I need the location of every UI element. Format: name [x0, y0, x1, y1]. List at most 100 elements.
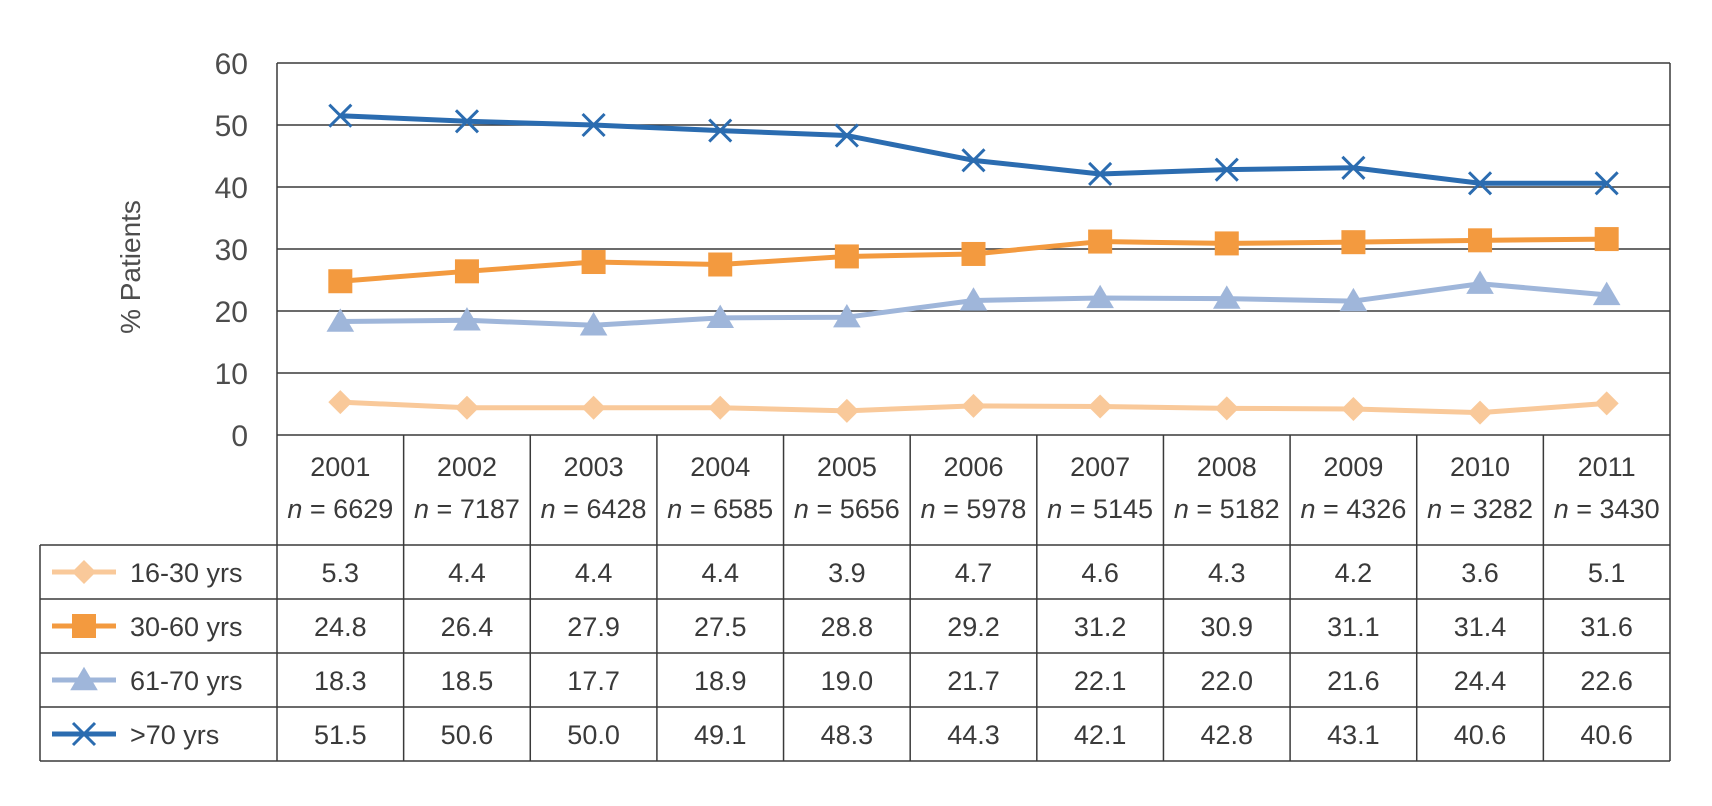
data-point: [834, 123, 859, 148]
data-label: 4.7: [955, 558, 993, 588]
series-line: [340, 113, 1607, 186]
data-point: [961, 241, 986, 266]
data-label: 31.4: [1454, 612, 1507, 642]
legend-entry: 61-70 yrs: [52, 666, 243, 696]
data-label: 22.6: [1580, 666, 1633, 696]
data-point: [454, 259, 479, 284]
category-n-label: n = 5656: [794, 494, 900, 524]
data-label: 4.6: [1081, 558, 1119, 588]
y-tick-label: 0: [231, 420, 248, 453]
legend-label: 30-60 yrs: [130, 612, 243, 642]
data-label: 40.6: [1580, 720, 1633, 750]
y-tick-label: 60: [215, 48, 248, 81]
data-label: 4.4: [701, 558, 739, 588]
data-point: [453, 307, 481, 331]
category-label: 2010: [1450, 452, 1510, 482]
data-point: [1592, 281, 1621, 306]
data-label: 5.1: [1588, 558, 1626, 588]
data-point: [1086, 284, 1114, 309]
data-label: 18.5: [441, 666, 494, 696]
data-label: 4.2: [1335, 558, 1373, 588]
data-label: 3.6: [1461, 558, 1499, 588]
data-point: [1088, 229, 1113, 254]
category-n-label: n = 7187: [414, 494, 520, 524]
data-point: [833, 304, 861, 328]
data-point: [581, 112, 606, 138]
data-label: 21.7: [947, 666, 1000, 696]
legend-entry: 16-30 yrs: [52, 558, 243, 588]
series-2: [326, 270, 1621, 336]
y-tick-label: 30: [215, 234, 248, 267]
category-label: 2001: [310, 452, 370, 482]
data-point: [579, 312, 608, 336]
data-point: [961, 148, 986, 173]
category-label: 2006: [943, 452, 1003, 482]
legend-label: 61-70 yrs: [130, 666, 243, 696]
legend-marker: [72, 560, 96, 584]
y-axis: 0 10 20 30 40 50 60: [215, 48, 248, 453]
data-label: 24.4: [1454, 666, 1507, 696]
y-tick-label: 10: [215, 358, 248, 391]
data-point: [1212, 285, 1241, 309]
data-label: 22.0: [1200, 666, 1253, 696]
data-point: [1088, 394, 1113, 419]
data-label: 4.4: [575, 558, 613, 588]
data-point: [328, 269, 353, 294]
data-point: [1594, 227, 1619, 252]
data-point: [1214, 231, 1239, 256]
data-point: [834, 398, 859, 423]
data-point: [328, 103, 353, 128]
data-point: [581, 250, 606, 275]
data-label: 51.5: [314, 720, 367, 750]
y-axis-label: % Patients: [115, 200, 146, 334]
y-tick-label: 40: [215, 172, 248, 205]
category-label: 2005: [817, 452, 877, 482]
legend-marker: [72, 614, 96, 638]
data-label: 22.1: [1074, 666, 1127, 696]
category-n-label: n = 5182: [1174, 494, 1280, 524]
data-point: [1594, 391, 1619, 416]
data-label: 44.3: [947, 720, 1000, 750]
data-label: 27.5: [694, 612, 747, 642]
data-point: [1339, 287, 1368, 312]
data-point: [706, 304, 735, 329]
data-label: 4.4: [448, 558, 486, 588]
series-3: [328, 103, 1619, 196]
data-label: 19.0: [821, 666, 874, 696]
category-n-label: n = 6428: [541, 494, 647, 524]
data-label: 42.1: [1074, 720, 1127, 750]
data-label: 31.2: [1074, 612, 1127, 642]
category-n-label: n = 3282: [1427, 494, 1533, 524]
category-n-label: n = 3430: [1554, 494, 1660, 524]
category-label: 2009: [1323, 452, 1383, 482]
data-label: 18.9: [694, 666, 747, 696]
data-point: [581, 395, 606, 420]
data-point: [1466, 270, 1494, 294]
data-label: 50.6: [441, 720, 494, 750]
data-label: 30.9: [1200, 612, 1253, 642]
data-label: 18.3: [314, 666, 367, 696]
data-point: [961, 393, 986, 418]
data-label: 28.8: [821, 612, 874, 642]
category-label: 2002: [437, 452, 497, 482]
legend-marker: [70, 666, 98, 691]
data-point: [959, 287, 988, 311]
data-point: [1468, 400, 1493, 425]
category-n-label: n = 6629: [287, 494, 393, 524]
data-point: [708, 252, 733, 277]
series-1: [328, 227, 1619, 294]
data-label: 26.4: [441, 612, 494, 642]
data-label: 48.3: [821, 720, 874, 750]
category-n-label: n = 5145: [1047, 494, 1153, 524]
y-tick-label: 50: [215, 110, 248, 143]
category-label: 2007: [1070, 452, 1130, 482]
category-label: 2004: [690, 452, 750, 482]
legend-marker: [71, 721, 97, 747]
legend-label: >70 yrs: [130, 720, 219, 750]
legend-entry: >70 yrs: [52, 720, 219, 750]
data-point: [454, 395, 479, 420]
data-label: 5.3: [322, 558, 360, 588]
data-label: 24.8: [314, 612, 367, 642]
data-point: [1341, 230, 1366, 255]
